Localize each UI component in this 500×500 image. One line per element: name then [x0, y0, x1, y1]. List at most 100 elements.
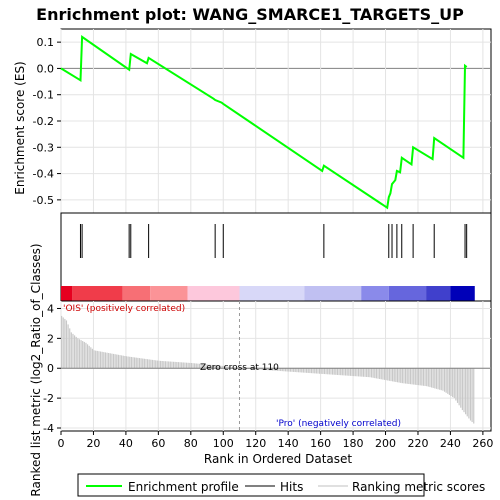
metric-bar — [445, 368, 447, 393]
rank-color-segment — [187, 286, 240, 301]
metric-bar — [159, 360, 162, 369]
metric-bar — [164, 361, 167, 369]
metric-bar — [80, 340, 82, 369]
metric-bar — [132, 357, 134, 369]
es-tick-label: -0.1 — [33, 89, 54, 102]
metric-bar — [357, 368, 360, 377]
metric-bar — [226, 366, 228, 369]
metric-bar — [356, 368, 358, 377]
metric-bar — [257, 368, 259, 370]
es-tick-label: -0.5 — [33, 194, 54, 207]
metric-bar — [276, 368, 279, 371]
metric-bar — [109, 353, 111, 369]
metric-tick-label: 2 — [47, 332, 54, 345]
rank-color-bar — [61, 286, 475, 301]
metric-bar — [140, 358, 142, 369]
metric-bar — [301, 368, 303, 373]
metric-bar — [99, 351, 102, 369]
metric-bar — [184, 362, 186, 369]
metric-bar — [116, 354, 118, 369]
metric-bar — [223, 366, 225, 369]
metric-bar — [374, 368, 376, 379]
metric-bar — [86, 344, 89, 369]
metric-bar — [463, 368, 465, 413]
legend-label-enrichment-profile: Enrichment profile — [128, 480, 239, 494]
metric-bar — [364, 368, 366, 377]
metric-tick-label: 4 — [47, 302, 54, 315]
es-tick-label: -0.4 — [33, 168, 54, 181]
metric-bar — [302, 368, 304, 373]
metric-bar — [343, 368, 345, 376]
metric-bar — [320, 368, 322, 374]
metric-bar — [359, 368, 361, 377]
metric-bar — [221, 365, 223, 369]
metric-bar — [255, 368, 257, 370]
x-tick-label: 20 — [86, 437, 100, 450]
metric-bar — [333, 368, 335, 375]
metric-bar — [367, 368, 369, 378]
metric-bar — [382, 368, 384, 380]
rank-color-segment — [122, 286, 151, 301]
metric-bar — [119, 355, 121, 369]
metric-bar — [362, 368, 365, 377]
rank-color-segment — [450, 286, 475, 301]
metric-bar — [98, 351, 100, 369]
metric-bar — [317, 368, 319, 374]
metric-bar — [448, 368, 451, 395]
metric-bar — [273, 368, 275, 371]
metric-bar — [211, 364, 214, 369]
metric-bar — [254, 368, 256, 370]
metric-bar — [330, 368, 332, 375]
hits-markers — [79, 224, 468, 258]
metric-bar — [158, 360, 160, 369]
metric-bar — [95, 350, 97, 369]
metric-bar — [351, 368, 353, 376]
metric-bar — [322, 368, 324, 374]
metric-bar — [294, 368, 296, 373]
metric-bar — [439, 368, 441, 390]
metric-bar — [369, 368, 371, 378]
metric-bar — [166, 361, 168, 369]
metric-bar — [229, 366, 231, 369]
metric-bar — [325, 368, 327, 375]
rank-color-segment — [361, 286, 389, 301]
metric-bar — [265, 368, 267, 371]
es-tick-label: 0.1 — [37, 36, 55, 49]
metric-bar — [440, 368, 442, 391]
metric-bar — [455, 368, 457, 401]
metric-bar — [306, 368, 308, 373]
metric-bar — [424, 368, 426, 386]
metric-bar — [314, 368, 316, 374]
metric-tick-label: -2 — [43, 392, 54, 405]
es-tick-label: -0.2 — [33, 115, 54, 128]
metric-bar — [383, 368, 386, 380]
es-tick-label: 0.0 — [37, 62, 55, 75]
metric-bar — [218, 365, 220, 369]
metric-bar — [142, 358, 144, 369]
metric-bar — [432, 368, 434, 388]
metric-bar — [114, 354, 116, 369]
metric-bar — [125, 356, 128, 369]
metric-bar — [341, 368, 343, 376]
metric-bar — [106, 352, 108, 369]
metric-bar — [210, 364, 212, 369]
metric-bar — [268, 368, 270, 371]
metric-bar — [135, 357, 137, 369]
metric-bar — [143, 358, 145, 369]
metric-bar — [137, 357, 139, 369]
metric-y-ticks: 4 2 0 -2 -4 — [43, 302, 61, 435]
metric-bar — [291, 368, 293, 372]
x-tick-label: 80 — [184, 437, 198, 450]
es-y-ticks: 0.1 0.0 -0.1 -0.2 -0.3 -0.4 -0.5 — [33, 36, 61, 207]
metric-bar — [172, 361, 175, 369]
metric-bar — [263, 368, 266, 370]
rank-color-segment — [304, 286, 362, 301]
metric-bar — [70, 332, 72, 369]
legend-label-ranking-metric: Ranking metric scores — [352, 480, 485, 494]
metric-bar — [414, 368, 416, 385]
metric-bar — [377, 368, 379, 379]
metric-bar — [127, 356, 129, 369]
metric-bar — [85, 342, 87, 369]
